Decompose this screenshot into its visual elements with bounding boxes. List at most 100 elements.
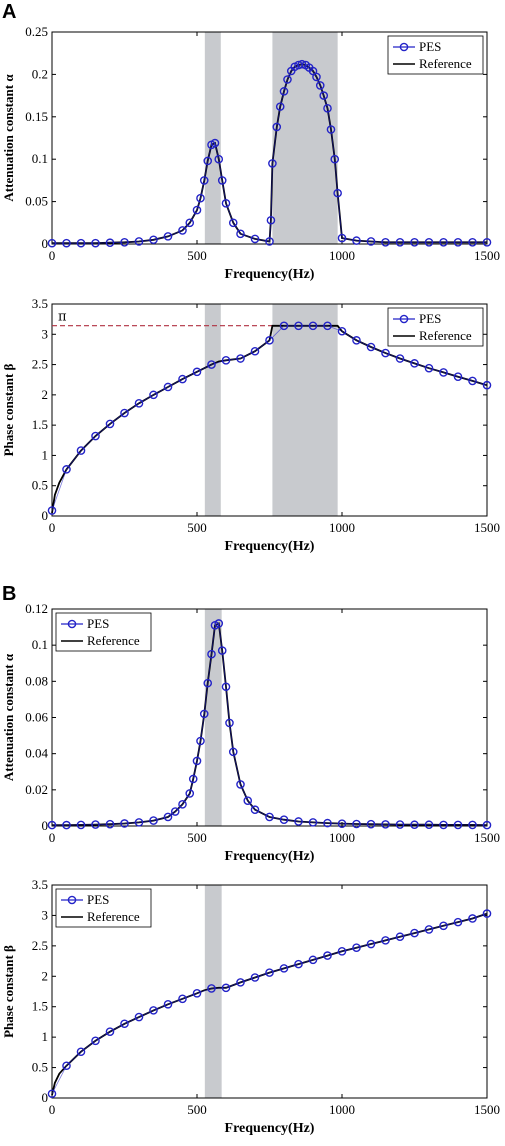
- data-point-pes: [163, 232, 173, 241]
- data-point-pes: [214, 154, 224, 164]
- x-tick-label: 500: [187, 520, 207, 535]
- x-tick-label: 500: [187, 830, 207, 845]
- data-point-pes: [207, 649, 216, 659]
- data-point-pes: [482, 909, 492, 918]
- data-point-pes: [283, 75, 292, 84]
- x-tick-label: 0: [49, 1102, 56, 1117]
- y-tick-label: 0.25: [25, 24, 48, 39]
- data-point-pes: [266, 215, 276, 225]
- data-point-pes: [178, 226, 187, 235]
- x-axis-label: Frequency(Hz): [225, 1121, 315, 1136]
- data-point-pes: [192, 205, 202, 215]
- data-point-pes: [337, 233, 347, 243]
- data-point-pes: [196, 193, 205, 203]
- band-gap-1: [204, 304, 221, 516]
- data-point-pes: [105, 419, 115, 429]
- data-point-pes: [105, 238, 115, 248]
- legend: PES Reference: [55, 888, 152, 928]
- panel-label-a: A: [2, 1, 16, 23]
- data-point-pes: [62, 1061, 71, 1071]
- data-point-pes: [76, 446, 86, 455]
- data-point-pes: [453, 372, 463, 381]
- data-point-pes: [265, 237, 274, 246]
- series-line-pes: [51, 913, 488, 1094]
- legend-label-pes: PES: [419, 311, 441, 326]
- legend-swatch-marker-pes: [67, 895, 77, 905]
- data-point-pes: [439, 238, 448, 247]
- data-point-pes: [91, 820, 100, 829]
- data-point-pes: [105, 1027, 115, 1036]
- data-point-pes: [410, 820, 419, 830]
- y-tick-label: 0: [42, 818, 49, 833]
- y-axis-label: Phase constant β: [1, 363, 16, 456]
- y-tick-label: 0.5: [32, 1060, 48, 1075]
- data-point-pes: [105, 819, 115, 829]
- data-point-pes: [236, 978, 245, 987]
- data-point-pes: [439, 820, 448, 830]
- y-tick-label: 1.5: [32, 999, 48, 1014]
- data-point-pes: [243, 796, 253, 805]
- y-tick-label: 1.5: [32, 417, 48, 432]
- data-point-pes: [272, 122, 282, 132]
- y-tick-label: 3.5: [32, 877, 48, 892]
- data-point-pes: [163, 382, 173, 392]
- chart-A-phase: 0 500 1000 1500 0 0.5 1 1.5 2 2.5 3 3.5 Frequency(Hz…: [1, 296, 500, 554]
- x-tick-label: 500: [187, 248, 207, 263]
- series-line-reference: [52, 622, 488, 826]
- y-tick-label: 2.5: [32, 357, 48, 372]
- y-tick-label: 0: [42, 236, 49, 251]
- y-tick-label: 0.05: [25, 194, 48, 209]
- legend-label-pes: PES: [87, 616, 109, 631]
- data-point-pes: [453, 917, 463, 927]
- y-tick-label: 2: [42, 968, 49, 983]
- chart-B-attenuation: 0 500 1000 1500 0 0.02 0.04 0.06 0.08 0.1 0.12 Freq…: [1, 601, 500, 864]
- data-point-pes: [196, 736, 205, 746]
- y-tick-label: 3.5: [32, 296, 48, 311]
- y-tick-label: 0.1: [32, 637, 48, 652]
- data-point-pes: [62, 238, 71, 248]
- data-point-pes: [395, 932, 405, 942]
- data-point-pes: [337, 819, 347, 828]
- data-point-pes: [265, 968, 274, 977]
- data-point-pes: [319, 91, 329, 100]
- data-point-pes: [268, 159, 277, 168]
- data-point-pes: [424, 238, 434, 247]
- data-point-pes: [134, 1012, 144, 1022]
- data-point-pes: [91, 238, 100, 248]
- data-point-pes: [424, 820, 434, 830]
- y-axis-label: Attenuation constant α: [1, 653, 16, 781]
- series-line-reference: [51, 324, 488, 514]
- data-point-pes: [236, 354, 245, 363]
- data-point-pes: [250, 346, 260, 356]
- data-point-pes: [468, 914, 477, 923]
- y-tick-label: 0.04: [25, 746, 48, 761]
- data-point-pes: [250, 234, 260, 244]
- x-axis-label: Frequency(Hz): [225, 539, 315, 554]
- x-axis-label: Frequency(Hz): [225, 267, 315, 282]
- data-point-pes: [178, 374, 187, 384]
- data-point-pes: [228, 747, 238, 757]
- data-point-pes: [149, 235, 158, 245]
- data-point-pes: [221, 983, 231, 993]
- legend-swatch-marker-pes: [399, 42, 409, 52]
- data-point-pes: [323, 818, 332, 828]
- legend-swatch-marker-pes: [67, 619, 77, 629]
- data-point-pes: [228, 218, 238, 228]
- data-point-pes: [62, 820, 71, 830]
- data-point-pes: [265, 812, 274, 822]
- data-point-pes: [225, 718, 234, 728]
- pi-annotation: π: [58, 310, 67, 325]
- series-line-pes: [52, 622, 488, 826]
- data-point-pes: [366, 939, 376, 949]
- y-tick-label: 0.15: [25, 109, 48, 124]
- x-tick-label: 0: [49, 520, 56, 535]
- y-axis-label: Phase constant β: [1, 945, 16, 1038]
- data-point-pes: [468, 820, 477, 830]
- data-point-pes: [410, 238, 419, 247]
- data-point-pes: [352, 819, 361, 829]
- data-point-pes: [352, 236, 361, 245]
- data-point-pes: [76, 238, 86, 248]
- chart-A-attenuation: 0 500 1000 1500 0 0.05 0.1 0.15 0.2 0.25 Frequency…: [1, 24, 500, 282]
- series-line-reference: [51, 912, 488, 1096]
